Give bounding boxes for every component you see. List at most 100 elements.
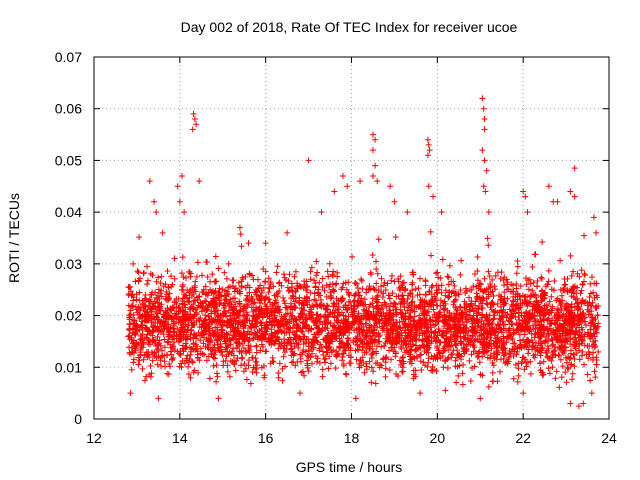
data-point	[386, 367, 393, 374]
data-point	[578, 324, 585, 331]
data-point	[188, 327, 195, 334]
data-point	[400, 279, 407, 286]
data-point	[321, 313, 328, 320]
data-point	[253, 349, 260, 356]
data-point	[230, 309, 237, 316]
data-point	[231, 332, 238, 339]
data-point	[259, 313, 266, 320]
data-point	[250, 335, 257, 342]
data-point	[325, 319, 332, 326]
data-point	[583, 322, 590, 329]
data-point	[433, 289, 440, 296]
data-point	[296, 333, 303, 340]
data-point	[339, 295, 346, 302]
data-point	[435, 325, 442, 332]
data-point	[213, 378, 220, 385]
data-point	[425, 359, 432, 366]
data-point	[556, 315, 563, 322]
data-point	[253, 369, 260, 376]
data-point	[321, 324, 328, 331]
y-tick-label: 0	[74, 411, 82, 427]
data-point	[510, 353, 517, 360]
data-point	[171, 275, 178, 282]
data-point	[318, 301, 325, 308]
data-point	[216, 301, 223, 308]
data-point	[476, 359, 483, 366]
data-point	[425, 141, 432, 148]
data-point	[455, 352, 462, 359]
data-point	[501, 295, 508, 302]
data-point	[450, 310, 457, 317]
data-point	[594, 312, 601, 319]
data-point	[329, 271, 336, 278]
data-point	[405, 349, 412, 356]
data-point	[291, 273, 298, 280]
data-point	[173, 332, 180, 339]
data-point	[319, 321, 326, 328]
data-point	[327, 360, 334, 367]
data-point	[327, 289, 334, 296]
data-point	[474, 277, 481, 284]
data-point	[144, 313, 151, 320]
data-point	[367, 310, 374, 317]
data-point	[404, 209, 411, 216]
data-point	[136, 234, 143, 241]
data-point	[281, 297, 288, 304]
data-point	[297, 283, 304, 290]
data-point	[309, 315, 316, 322]
data-point	[378, 283, 385, 290]
data-point	[581, 272, 588, 279]
data-point	[246, 331, 253, 338]
data-point	[184, 352, 191, 359]
data-point	[202, 317, 209, 324]
data-point	[281, 329, 288, 336]
data-point	[381, 342, 388, 349]
data-point	[373, 343, 380, 350]
data-point	[530, 301, 537, 308]
data-point	[424, 136, 431, 143]
data-point	[330, 287, 337, 294]
data-point	[560, 336, 567, 343]
y-tick-label: 0.02	[55, 308, 82, 324]
data-point	[368, 364, 375, 371]
data-point	[383, 303, 390, 310]
data-point	[242, 322, 249, 329]
data-point	[394, 326, 401, 333]
data-point	[501, 282, 508, 289]
data-point	[359, 331, 366, 338]
data-point	[431, 322, 438, 329]
data-point	[303, 278, 310, 285]
data-point	[426, 147, 433, 154]
data-point	[376, 316, 383, 323]
data-point	[511, 307, 518, 314]
data-point	[363, 289, 370, 296]
data-point	[155, 342, 162, 349]
data-point	[578, 300, 585, 307]
data-point	[538, 345, 545, 352]
data-point	[158, 354, 165, 361]
data-point	[252, 358, 259, 365]
data-point	[289, 312, 296, 319]
data-point	[287, 340, 294, 347]
data-point	[246, 289, 253, 296]
data-point	[409, 306, 416, 313]
data-point	[164, 370, 171, 377]
data-point	[300, 347, 307, 354]
data-point	[143, 324, 150, 331]
data-point	[244, 292, 251, 299]
data-point	[506, 325, 513, 332]
data-point	[372, 258, 379, 265]
data-point	[590, 349, 597, 356]
data-point	[186, 269, 193, 276]
data-point	[287, 325, 294, 332]
data-point	[549, 364, 556, 371]
data-point	[203, 357, 210, 364]
data-point	[316, 326, 323, 333]
data-point	[226, 335, 233, 342]
data-point	[372, 380, 379, 387]
data-point	[182, 308, 189, 315]
data-point	[498, 308, 505, 315]
data-point	[586, 343, 593, 350]
data-point	[150, 324, 157, 331]
data-point	[489, 369, 496, 376]
